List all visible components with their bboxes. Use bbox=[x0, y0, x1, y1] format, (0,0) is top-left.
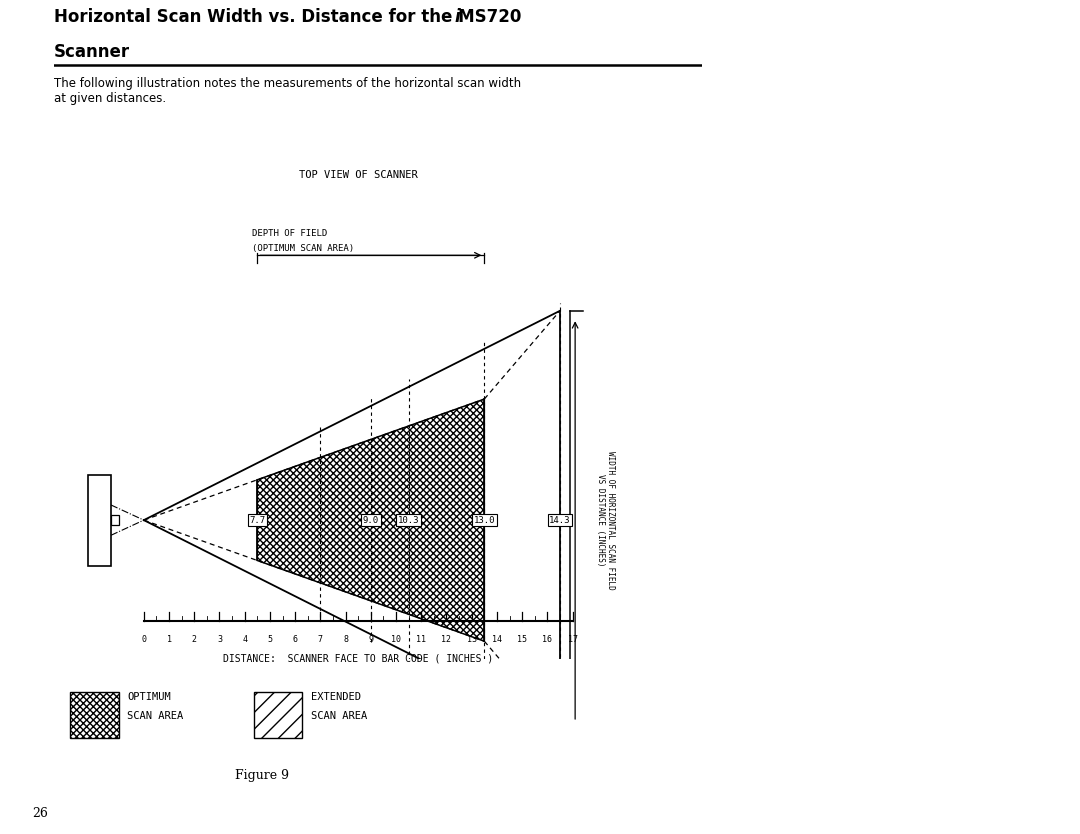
Text: Scanner: Scanner bbox=[54, 43, 130, 61]
Text: 3: 3 bbox=[217, 635, 222, 644]
Bar bbox=[70, 692, 119, 738]
Text: 7.7: 7.7 bbox=[249, 515, 266, 525]
Text: SCAN AREA: SCAN AREA bbox=[127, 711, 184, 721]
Text: 0: 0 bbox=[141, 635, 146, 644]
Text: SCAN AREA: SCAN AREA bbox=[311, 711, 367, 721]
Text: 14: 14 bbox=[492, 635, 502, 644]
Text: 4: 4 bbox=[242, 635, 247, 644]
Text: Horizontal Scan Width vs. Distance for the MS720: Horizontal Scan Width vs. Distance for t… bbox=[54, 8, 522, 27]
Text: 10.3: 10.3 bbox=[397, 515, 419, 525]
Text: The following illustration notes the measurements of the horizontal scan width
a: The following illustration notes the mea… bbox=[54, 78, 522, 105]
Text: OPTIMUM: OPTIMUM bbox=[127, 692, 171, 702]
Text: WIDTH OF HORIZONTAL SCAN FIELD
VS DISTANCE (INCHES): WIDTH OF HORIZONTAL SCAN FIELD VS DISTAN… bbox=[596, 450, 616, 590]
Text: 5: 5 bbox=[268, 635, 272, 644]
Text: Figure 9: Figure 9 bbox=[235, 769, 289, 782]
Text: 11: 11 bbox=[416, 635, 427, 644]
Text: 16: 16 bbox=[542, 635, 552, 644]
Text: DEPTH OF FIELD: DEPTH OF FIELD bbox=[253, 229, 327, 238]
Text: 6: 6 bbox=[293, 635, 298, 644]
Text: 13: 13 bbox=[467, 635, 476, 644]
Bar bbox=[254, 692, 302, 738]
Bar bbox=[89, 475, 111, 565]
Text: 9.0: 9.0 bbox=[363, 515, 379, 525]
Text: 1: 1 bbox=[166, 635, 172, 644]
Text: EXTENDED: EXTENDED bbox=[311, 692, 361, 702]
Text: 7: 7 bbox=[318, 635, 323, 644]
Text: 9: 9 bbox=[368, 635, 374, 644]
Text: TOP VIEW OF SCANNER: TOP VIEW OF SCANNER bbox=[299, 169, 418, 179]
Text: (OPTIMUM SCAN AREA): (OPTIMUM SCAN AREA) bbox=[253, 244, 354, 253]
Text: DISTANCE:  SCANNER FACE TO BAR CODE ( INCHES ): DISTANCE: SCANNER FACE TO BAR CODE ( INC… bbox=[224, 654, 494, 664]
Text: 12: 12 bbox=[442, 635, 451, 644]
Polygon shape bbox=[257, 399, 484, 641]
Text: 14.3: 14.3 bbox=[550, 515, 570, 525]
Polygon shape bbox=[257, 311, 561, 480]
Text: 2: 2 bbox=[192, 635, 197, 644]
Text: 15: 15 bbox=[517, 635, 527, 644]
Bar bbox=[111, 515, 119, 525]
Text: 10: 10 bbox=[391, 635, 401, 644]
Text: 13.0: 13.0 bbox=[473, 515, 495, 525]
Polygon shape bbox=[257, 560, 561, 730]
Text: 17: 17 bbox=[568, 635, 578, 644]
Text: 8: 8 bbox=[343, 635, 348, 644]
Text: i: i bbox=[455, 8, 460, 27]
Text: 26: 26 bbox=[32, 807, 49, 821]
